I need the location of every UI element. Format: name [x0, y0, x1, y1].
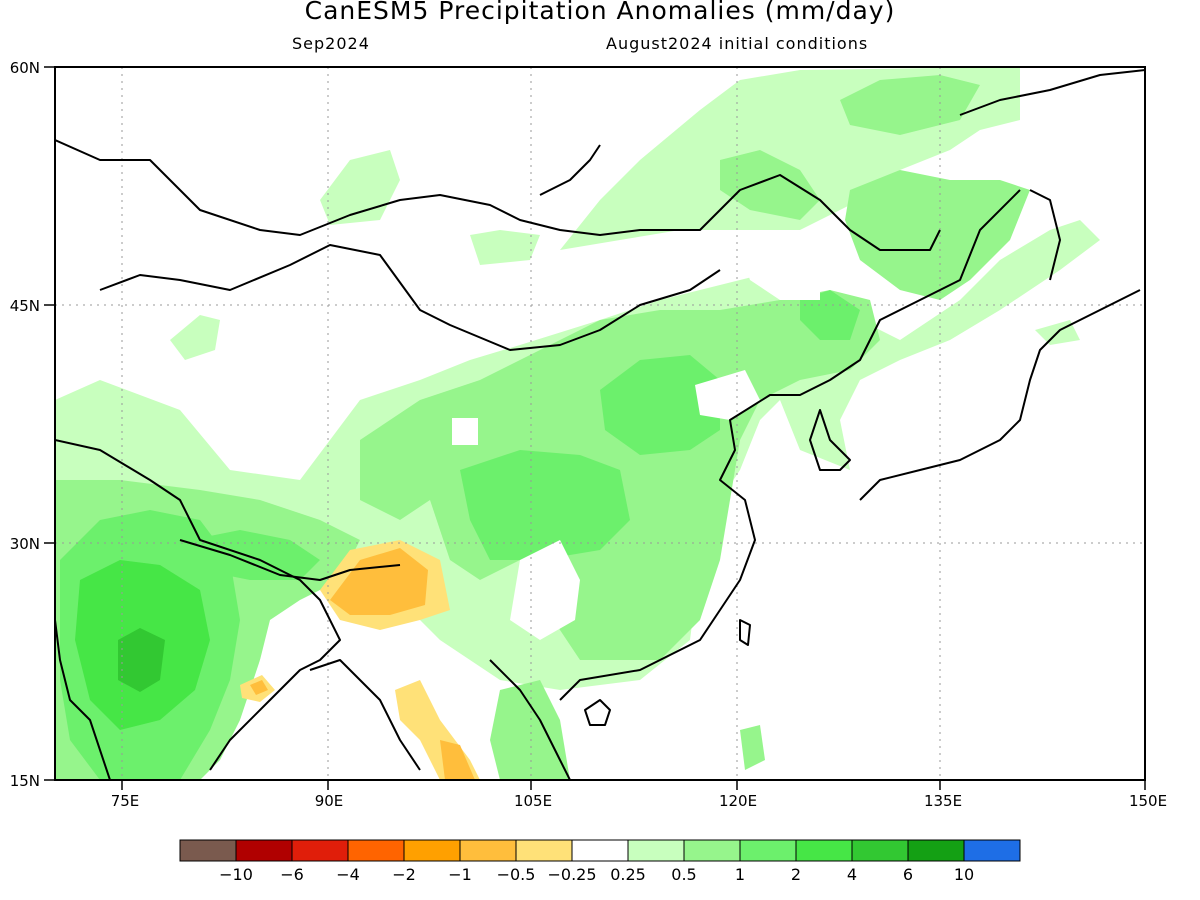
lon-label: 150E — [1129, 792, 1167, 810]
colorbar-swatch — [907, 839, 965, 862]
map-frame — [54, 66, 1146, 781]
colorbar-label: 1 — [735, 865, 745, 884]
colorbar-swatch — [627, 839, 685, 862]
colorbar-swatch — [179, 839, 237, 862]
anomaly-minus-0.5 — [250, 548, 475, 780]
latitude-labels: 60N 45N 30N 15N — [10, 59, 40, 790]
colorbar-label: −6 — [280, 865, 304, 884]
colorbar-label: −10 — [219, 865, 253, 884]
map-title: CanESM5 Precipitation Anomalies (mm/day) — [304, 0, 896, 25]
lat-label: 45N — [10, 297, 40, 315]
colorbar-swatch — [739, 839, 797, 862]
colorbar-label: −2 — [392, 865, 416, 884]
anomaly-fields — [55, 67, 1100, 780]
colorbar-swatch — [571, 839, 629, 862]
coastlines-and-borders — [55, 69, 1145, 780]
colorbar-label: 6 — [903, 865, 913, 884]
colorbar-label: 10 — [954, 865, 974, 884]
colorbar-label: −4 — [336, 865, 360, 884]
longitude-ticks — [121, 780, 1146, 790]
lon-label: 105E — [514, 792, 552, 810]
initial-conditions-label: August2024 initial conditions — [606, 34, 869, 53]
colorbar-label: 4 — [847, 865, 857, 884]
colorbar-swatch — [235, 839, 293, 862]
colorbar-swatch — [851, 839, 909, 862]
anomaly-4-6 — [118, 628, 165, 692]
colorbar-label: 0.5 — [671, 865, 696, 884]
lat-label: 30N — [10, 535, 40, 553]
lon-label: 120E — [719, 792, 757, 810]
latitude-ticks — [44, 66, 55, 781]
colorbar-swatch — [291, 839, 349, 862]
colorbar-label: −0.5 — [497, 865, 536, 884]
forecast-month: Sep2024 — [292, 34, 370, 53]
colorbar-swatch — [515, 839, 573, 862]
longitude-labels: 75E 90E 105E 120E 135E 150E — [111, 792, 1167, 810]
colorbar-swatch — [795, 839, 853, 862]
colorbar-label: 2 — [791, 865, 801, 884]
lat-label: 15N — [10, 772, 40, 790]
colorbar-label: −1 — [448, 865, 472, 884]
colorbar-swatch — [459, 839, 517, 862]
lon-label: 75E — [111, 792, 140, 810]
anomaly-near-zero — [240, 240, 820, 780]
lon-label: 90E — [315, 792, 344, 810]
colorbar-swatch — [683, 839, 741, 862]
colorbar-swatch — [403, 839, 461, 862]
colorbar-swatch — [963, 839, 1021, 862]
colorbar-label: 0.25 — [610, 865, 646, 884]
lat-label: 60N — [10, 59, 40, 77]
colorbar-label: −0.25 — [547, 865, 596, 884]
colorbar-swatch — [347, 839, 405, 862]
lon-label: 135E — [924, 792, 962, 810]
colorbar: −10 −6 −4 −2 −1 −0.5 −0.25 0.25 0.5 1 2 4 6 10 — [179, 839, 1021, 884]
